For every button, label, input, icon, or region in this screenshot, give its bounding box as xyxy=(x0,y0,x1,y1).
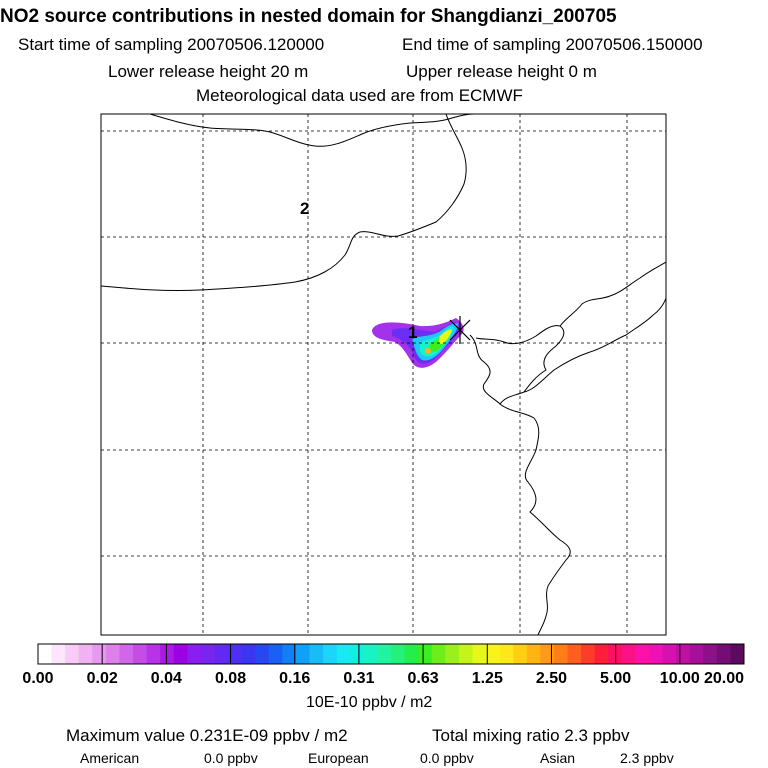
colorbar-tick-label: 0.02 xyxy=(86,670,118,687)
colorbar-tick-label: 0.00 xyxy=(22,670,54,687)
map-frame xyxy=(100,113,667,636)
colorbar xyxy=(37,643,745,665)
colorbar-tick-label: 0.31 xyxy=(343,670,375,687)
colorbar-swatch xyxy=(472,644,487,664)
colorbar-tick-label: 0.08 xyxy=(214,670,247,687)
upper-height-label: Upper release height 0 m xyxy=(406,62,597,81)
colorbar-swatch xyxy=(146,644,161,664)
colorbar-swatch xyxy=(703,644,718,664)
colorbar-swatch xyxy=(730,644,745,664)
coastline xyxy=(101,114,666,635)
colorbar-swatch xyxy=(526,644,541,664)
colorbar-swatch xyxy=(567,644,582,664)
colorbar-swatch xyxy=(309,644,324,664)
colorbar-swatch xyxy=(282,644,297,664)
colorbar-swatch xyxy=(295,644,311,664)
star-cross-icon xyxy=(449,316,471,344)
total-mixing-label: Total mixing ratio 2.3 ppbv xyxy=(432,726,630,745)
met-data-label: Meteorological data used are from ECMWF xyxy=(196,86,523,105)
colorbar-swatch xyxy=(228,644,243,664)
colorbar-tick-label: 20.00 xyxy=(703,670,745,687)
european-value: 0.0 ppbv xyxy=(420,750,474,766)
lat-lon-grid xyxy=(101,114,666,635)
colorbar-swatch xyxy=(336,644,351,664)
map-marker-label: 2 xyxy=(300,199,309,218)
colorbar-swatch xyxy=(553,644,568,664)
colorbar-swatch xyxy=(689,644,704,664)
colorbar-swatch xyxy=(513,644,528,664)
colorbar-swatch xyxy=(255,644,270,664)
colorbar-tick-label: 0.16 xyxy=(279,670,311,687)
colorbar-swatch xyxy=(458,644,473,664)
colorbar-swatch xyxy=(581,644,596,664)
colorbar-swatch xyxy=(594,644,609,664)
colorbar-swatch xyxy=(377,644,392,664)
colorbar-swatch xyxy=(38,644,53,664)
lower-height-label: Lower release height 20 m xyxy=(108,62,309,81)
colorbar-swatch xyxy=(418,644,433,664)
colorbar-units-label: 10E-10 ppbv / m2 xyxy=(306,694,433,711)
american-value: 0.0 ppbv xyxy=(204,750,258,766)
colorbar-swatch xyxy=(268,644,283,664)
colorbar-swatch xyxy=(92,644,107,664)
map-title: NO2 source contributions in nested domai… xyxy=(0,6,617,27)
colorbar-swatch xyxy=(78,644,93,664)
colorbar-swatch xyxy=(635,644,650,664)
colorbar-swatch xyxy=(51,644,66,664)
colorbar-swatch xyxy=(404,644,419,664)
colorbar-tick-label: 2.50 xyxy=(535,670,568,687)
colorbar-swatch xyxy=(187,644,202,664)
colorbar-swatch xyxy=(241,644,256,664)
colorbar-swatch xyxy=(119,644,134,664)
asian-value: 2.3 ppbv xyxy=(620,750,674,766)
colorbar-swatch xyxy=(486,644,501,664)
colorbar-swatch xyxy=(540,644,555,664)
colorbar-swatch xyxy=(391,644,406,664)
colorbar-swatch xyxy=(160,644,175,664)
colorbar-swatch xyxy=(716,644,731,664)
colorbar-swatch xyxy=(214,644,229,664)
colorbar-swatch xyxy=(65,644,80,664)
european-label: European xyxy=(308,750,369,766)
colorbar-swatch xyxy=(648,644,664,664)
start-time-label: Start time of sampling 20070506.120000 xyxy=(18,35,325,54)
max-value-label: Maximum value 0.231E-09 ppbv / m2 xyxy=(66,726,348,745)
colorbar-swatch xyxy=(662,644,677,664)
colorbar-swatch xyxy=(133,644,148,664)
end-time-label: End time of sampling 20070506.150000 xyxy=(402,35,703,54)
map-marker-label: 1 xyxy=(408,323,417,342)
colorbar-swatch xyxy=(499,644,514,664)
colorbar-swatch xyxy=(105,644,120,664)
colorbar-swatch xyxy=(621,644,636,664)
american-label: American xyxy=(80,750,140,766)
colorbar-tick-label: 10.00 xyxy=(659,670,700,687)
colorbar-tick-label: 0.63 xyxy=(407,670,439,687)
concentration-plume xyxy=(372,318,464,368)
colorbar-tick-label: 5.00 xyxy=(600,670,632,687)
colorbar-swatch xyxy=(676,644,691,664)
colorbar-swatch xyxy=(363,644,378,664)
colorbar-swatch xyxy=(173,644,188,664)
colorbar-swatch xyxy=(445,644,460,664)
colorbar-swatch xyxy=(350,644,365,664)
asian-label: Asian xyxy=(540,750,576,766)
colorbar-tick-label: 1.25 xyxy=(471,670,503,687)
colorbar-swatch xyxy=(323,644,338,664)
colorbar-border xyxy=(37,643,745,665)
colorbar-swatch xyxy=(431,644,446,664)
colorbar-tick-label: 0.04 xyxy=(150,670,182,687)
colorbar-swatch xyxy=(200,644,215,664)
